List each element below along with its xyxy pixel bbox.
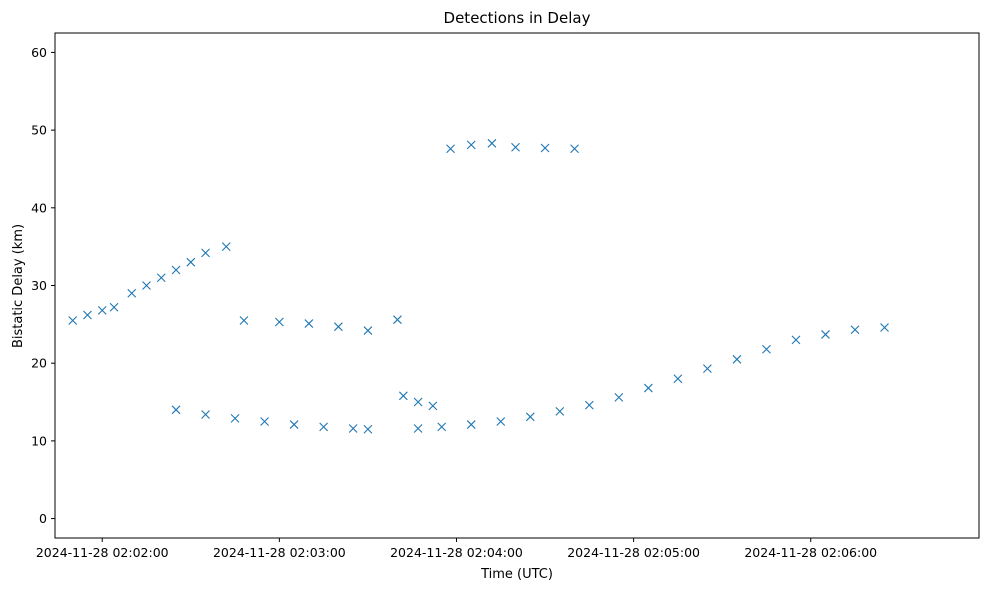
axis-ticks: 2024-11-28 02:02:00 2024-11-28 02:03:00 20…: [31, 45, 877, 560]
data-point-x-marker: [260, 417, 269, 426]
data-point-x-marker: [83, 310, 92, 320]
data-point-x-marker: [428, 401, 438, 411]
data-point-x-marker: [570, 144, 579, 154]
data-point-x-marker: [142, 281, 151, 290]
y-tick-label: 30: [31, 278, 47, 293]
x-tick-label: 2024-11-28 02:06:00: [744, 545, 877, 560]
data-point-x-marker: [821, 330, 830, 339]
data-point-x-marker: [97, 305, 107, 315]
data-point-x-marker: [487, 138, 497, 148]
data-point-x-marker: [584, 400, 594, 410]
x-tick-label: 2024-11-28 02:04:00: [390, 545, 523, 560]
chart-title: Detections in Delay: [444, 9, 591, 27]
data-point-x-marker: [363, 326, 373, 335]
data-point-x-marker: [643, 383, 653, 393]
data-point-x-marker: [413, 424, 423, 433]
data-point-x-marker: [186, 257, 196, 267]
data-point-x-marker: [319, 422, 329, 432]
y-tick-label: 40: [31, 200, 47, 215]
data-point-x-marker: [274, 317, 284, 327]
data-point-x-marker: [171, 405, 181, 415]
data-point-x-marker: [171, 265, 181, 275]
data-point-x-marker: [289, 420, 299, 429]
x-tick-label: 2024-11-28 02:03:00: [213, 545, 346, 560]
plot-area: [54, 32, 980, 539]
y-tick-label: 50: [31, 123, 47, 138]
data-point-x-marker: [673, 374, 683, 384]
plot-border: [54, 32, 980, 539]
data-point-x-marker: [230, 413, 240, 423]
data-point-x-marker: [304, 319, 314, 328]
data-point-x-marker: [437, 422, 447, 432]
data-point-x-marker: [762, 344, 771, 354]
data-point-x-marker: [496, 417, 506, 426]
y-axis-label: Bistatic Delay (km): [11, 224, 26, 348]
data-point-x-marker: [109, 302, 119, 312]
data-point-x-marker: [348, 424, 358, 433]
data-point-x-marker: [540, 143, 550, 153]
data-point-x-marker: [703, 364, 712, 374]
x-tick-label: 2024-11-28 02:02:00: [36, 545, 169, 560]
data-point-x-marker: [363, 424, 373, 434]
data-point-x-marker: [614, 392, 624, 402]
data-point-x-marker: [156, 273, 166, 283]
data-point-x-marker: [791, 335, 801, 345]
data-point-x-marker: [413, 397, 423, 407]
data-point-x-marker: [334, 322, 343, 332]
y-tick-label: 20: [31, 356, 47, 371]
data-point-x-marker: [511, 142, 520, 152]
data-point-x-marker: [201, 248, 210, 258]
data-points: [68, 138, 889, 434]
data-point-x-marker: [732, 354, 742, 364]
data-point-x-marker: [393, 315, 402, 325]
data-point-x-marker: [850, 325, 860, 335]
data-point-x-marker: [466, 140, 476, 150]
y-tick-label: 60: [31, 45, 47, 60]
data-point-x-marker: [555, 406, 565, 416]
x-axis-label: Time (UTC): [480, 567, 553, 582]
data-point-x-marker: [525, 412, 535, 422]
data-point-x-marker: [446, 144, 455, 154]
data-point-x-marker: [68, 316, 78, 325]
data-point-x-marker: [127, 288, 137, 298]
data-point-x-marker: [880, 323, 889, 332]
y-tick-label: 10: [31, 433, 47, 448]
x-tick-label: 2024-11-28 02:05:00: [567, 545, 700, 560]
y-tick-label: 0: [39, 511, 47, 526]
data-point-x-marker: [466, 420, 476, 429]
data-point-x-marker: [221, 242, 231, 252]
data-point-x-marker: [398, 391, 408, 401]
data-point-x-marker: [201, 410, 210, 419]
data-point-x-marker: [239, 316, 249, 325]
